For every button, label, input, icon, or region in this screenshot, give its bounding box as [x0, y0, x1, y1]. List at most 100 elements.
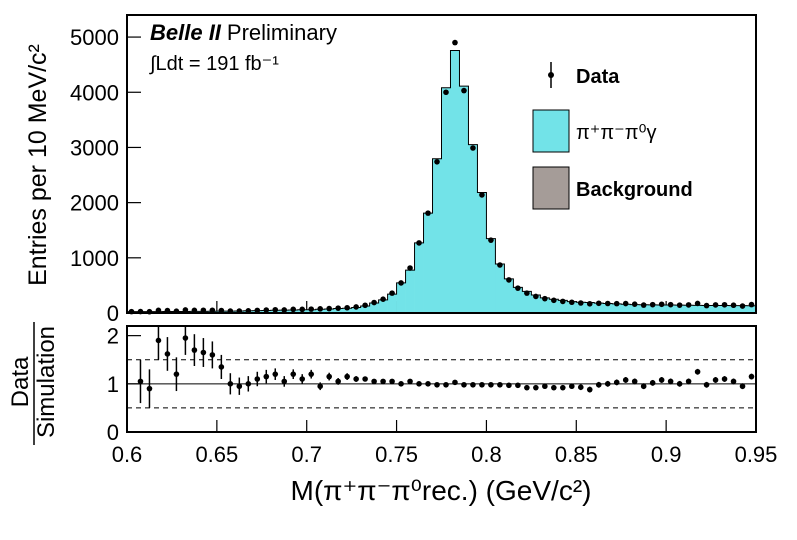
ratio-point	[667, 378, 674, 385]
data-point	[515, 285, 521, 291]
histogram-bar	[540, 297, 550, 313]
data-point	[335, 305, 341, 311]
histogram-bar	[567, 301, 577, 313]
data-point	[748, 301, 755, 308]
ratio-point	[515, 382, 521, 389]
legend-label: Data	[576, 66, 620, 88]
ratio-point	[200, 349, 207, 356]
ratio-point	[560, 384, 566, 391]
data-point	[200, 307, 207, 314]
histogram-bar	[612, 303, 622, 313]
ratio-point	[470, 381, 476, 388]
data-point	[676, 302, 683, 308]
histogram-outline	[126, 49, 757, 313]
ratio-point	[658, 377, 665, 383]
data-point	[685, 302, 692, 308]
x-tick-label: 0.95	[735, 442, 778, 467]
ratio-point	[362, 376, 368, 382]
histogram-bar	[648, 304, 658, 313]
data-point	[694, 300, 701, 307]
ratio-point	[398, 381, 404, 387]
plot-frame	[126, 14, 757, 314]
ratio-point	[524, 384, 530, 391]
histogram-bar	[378, 299, 388, 313]
histogram-bar	[432, 158, 442, 313]
histogram-bar	[621, 304, 631, 313]
ratio-point	[488, 381, 494, 388]
ratio-point	[551, 384, 557, 391]
data-point	[739, 303, 746, 309]
legend-swatch	[532, 109, 570, 153]
data-point	[299, 306, 306, 313]
ratio-point	[533, 384, 539, 391]
histogram-bar	[603, 303, 613, 313]
ratio-point	[703, 381, 710, 388]
ratio-point	[416, 381, 422, 387]
x-tick-label: 0.75	[375, 442, 418, 467]
y-tick-label: 0	[107, 420, 119, 445]
histogram-bar	[468, 144, 478, 313]
histogram-bar	[558, 300, 568, 313]
ratio-point	[434, 381, 440, 388]
data-point	[721, 301, 728, 308]
data-point	[613, 300, 620, 307]
histogram-bar	[585, 302, 595, 313]
ratio-point	[748, 373, 755, 380]
ratio-point	[227, 381, 234, 387]
ratio-point	[443, 381, 449, 388]
ratio-point	[281, 378, 288, 385]
ratio-point	[164, 351, 171, 357]
ratio-point	[245, 381, 252, 387]
x-tick-label: 0.8	[471, 442, 502, 467]
histogram-bar	[387, 294, 397, 313]
ratio-point	[631, 378, 638, 385]
y-tick-label: 1	[107, 372, 119, 397]
ratio-point	[577, 384, 584, 390]
y-tick-label: 3000	[70, 135, 119, 160]
data-point	[380, 296, 386, 303]
ratio-point	[155, 337, 162, 344]
ratio-point	[344, 373, 350, 380]
data-point	[604, 300, 611, 307]
data-point	[353, 304, 359, 310]
histogram-bar	[441, 87, 451, 313]
ratio-point	[182, 335, 189, 341]
histogram-bar	[351, 307, 361, 313]
ratio-point	[191, 347, 198, 353]
x-tick-label: 0.6	[112, 442, 143, 467]
ratio-point	[326, 373, 332, 380]
ratio-point	[452, 379, 458, 386]
ratio-point	[506, 382, 512, 389]
histogram-bar	[513, 287, 523, 313]
ratio-point	[586, 386, 593, 393]
ratio-point	[218, 364, 225, 370]
data-point	[344, 304, 350, 311]
header: Belle II Preliminary	[150, 20, 337, 45]
ratio-point	[299, 376, 306, 382]
data-point	[524, 290, 530, 296]
histogram-bar	[369, 303, 379, 313]
ratio-point	[173, 371, 180, 377]
ratio-point	[254, 376, 261, 382]
legend-marker	[548, 72, 554, 78]
y-tick-label: 2	[107, 324, 119, 349]
histogram-bar	[729, 305, 739, 313]
data-point	[703, 302, 710, 309]
histogram-bar	[423, 213, 433, 313]
ratio-point	[694, 368, 701, 375]
luminosity: ∫Ldt = 191 fb⁻¹	[149, 53, 279, 75]
data-point	[595, 300, 602, 307]
x-tick-label: 0.7	[291, 442, 322, 467]
histogram-bar	[477, 192, 487, 313]
ratio-point	[263, 373, 270, 380]
ratio-point	[497, 381, 503, 388]
data-point	[155, 307, 162, 314]
y-tick-label: 2000	[70, 191, 119, 216]
histogram-bar	[630, 304, 640, 313]
data-point	[622, 300, 629, 307]
ratio-point	[209, 352, 216, 358]
legend-label: π⁺π⁻π⁰γ	[576, 122, 657, 144]
data-point	[568, 299, 575, 306]
data-point	[506, 277, 512, 283]
ratio-point	[461, 381, 467, 388]
